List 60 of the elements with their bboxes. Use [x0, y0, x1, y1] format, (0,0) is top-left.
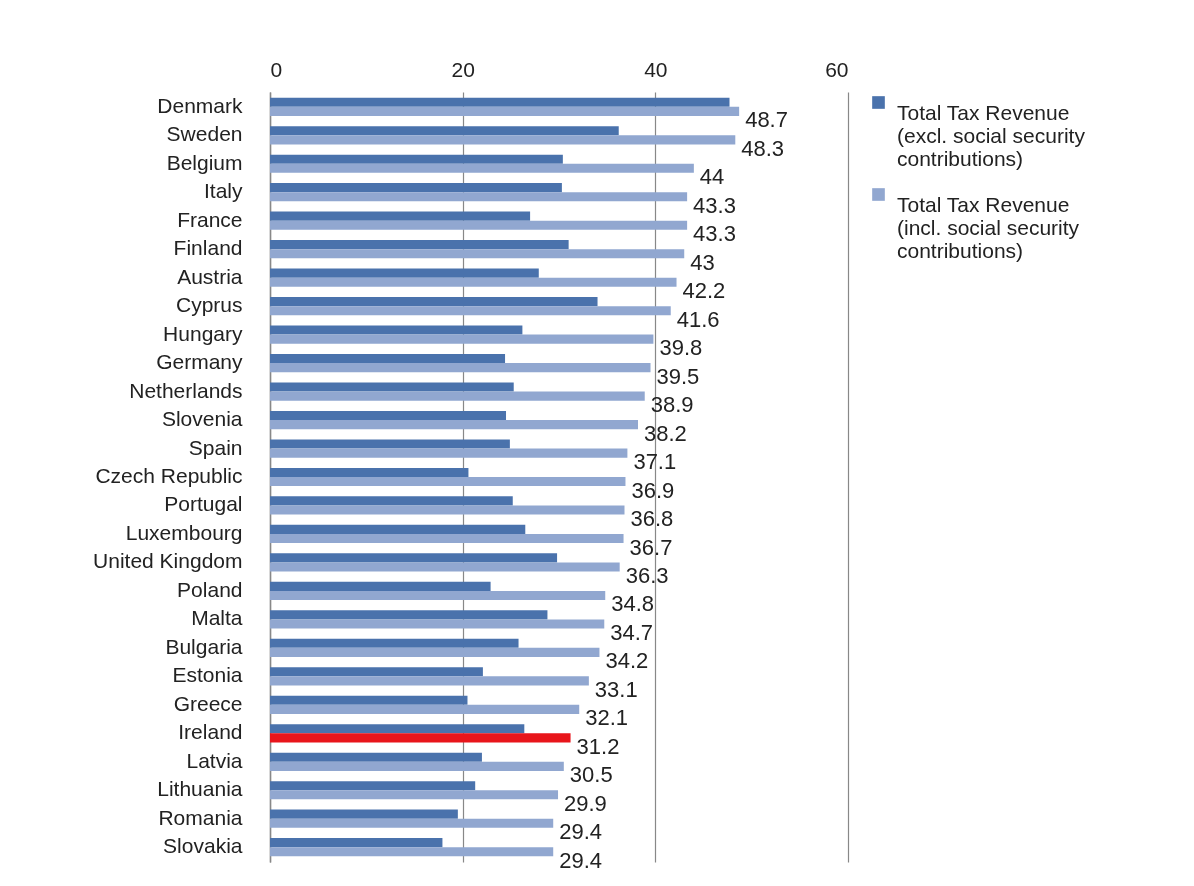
- data-label: 36.8: [630, 506, 674, 532]
- x-tick-label: 0: [270, 57, 283, 81]
- data-label: 39.5: [656, 363, 700, 389]
- data-label: 36.7: [629, 534, 673, 560]
- data-label: 38.9: [650, 392, 694, 418]
- y-tick-label: Austria: [177, 264, 243, 288]
- data-label: 36.9: [631, 477, 675, 503]
- y-tick-label: Slovakia: [163, 834, 243, 858]
- data-label: 43.3: [693, 192, 736, 218]
- y-tick-label: United Kingdom: [93, 549, 243, 573]
- data-label: 41.6: [676, 306, 720, 332]
- data-label: 48.3: [741, 135, 785, 161]
- data-label: 43: [690, 249, 715, 275]
- data-label: 42.2: [682, 278, 726, 304]
- data-label: 43.3: [693, 221, 736, 247]
- y-tick-label: Netherlands: [129, 378, 243, 402]
- y-tick-label: Estonia: [172, 663, 243, 687]
- data-label: 30.5: [569, 762, 613, 788]
- y-tick-label: Denmark: [157, 93, 243, 117]
- y-tick-label: Bulgaria: [165, 634, 243, 658]
- data-label: 34.8: [611, 591, 655, 617]
- y-tick-label: Portugal: [164, 492, 243, 516]
- y-tick-label: Greece: [173, 691, 243, 715]
- data-label: 39.8: [659, 335, 703, 361]
- data-label: 37.1: [633, 449, 677, 475]
- y-tick-label: Poland: [177, 577, 243, 601]
- y-tick-label: Sweden: [166, 122, 243, 146]
- data-label: 29.4: [559, 819, 603, 845]
- legend-label: Total Tax Revenue (excl. social security contributions): [897, 100, 1086, 170]
- data-label: 34.2: [605, 648, 649, 674]
- data-label: 36.3: [625, 562, 669, 588]
- data-label: 33.1: [594, 676, 638, 702]
- data-label: 29.4: [559, 847, 603, 873]
- y-tick-label: Germany: [156, 350, 243, 374]
- y-tick-label: Romania: [158, 805, 243, 829]
- y-tick-label: Slovenia: [161, 407, 243, 431]
- y-tick-label: France: [177, 207, 243, 231]
- y-tick-label: Czech Republic: [95, 464, 243, 487]
- data-label: 38.2: [643, 420, 687, 446]
- data-label: 32.1: [585, 705, 629, 731]
- y-tick-label: Luxembourg: [125, 520, 243, 544]
- x-tick-label: 60: [825, 57, 849, 81]
- y-tick-label: Hungary: [163, 321, 243, 345]
- y-tick-label: Ireland: [178, 720, 243, 744]
- y-tick-label: Malta: [191, 606, 243, 630]
- data-label: 29.9: [564, 790, 607, 816]
- y-tick-label: Cyprus: [175, 293, 243, 317]
- y-tick-label: Latvia: [186, 748, 243, 772]
- x-tick-label: 20: [451, 57, 475, 81]
- y-tick-label: Spain: [188, 435, 243, 459]
- y-tick-label: Finland: [173, 236, 243, 260]
- data-label: 48.7: [745, 107, 788, 133]
- data-label: 31.2: [576, 733, 620, 759]
- y-tick-label: Italy: [203, 179, 243, 203]
- legend-label: Total Tax Revenue (incl. social security contributions): [897, 192, 1080, 262]
- data-label: 34.7: [610, 619, 654, 645]
- data-label: 44: [699, 164, 725, 190]
- y-tick-label: Belgium: [166, 150, 243, 174]
- y-tick-label: Lithuania: [157, 777, 243, 801]
- x-tick-label: 40: [644, 57, 668, 81]
